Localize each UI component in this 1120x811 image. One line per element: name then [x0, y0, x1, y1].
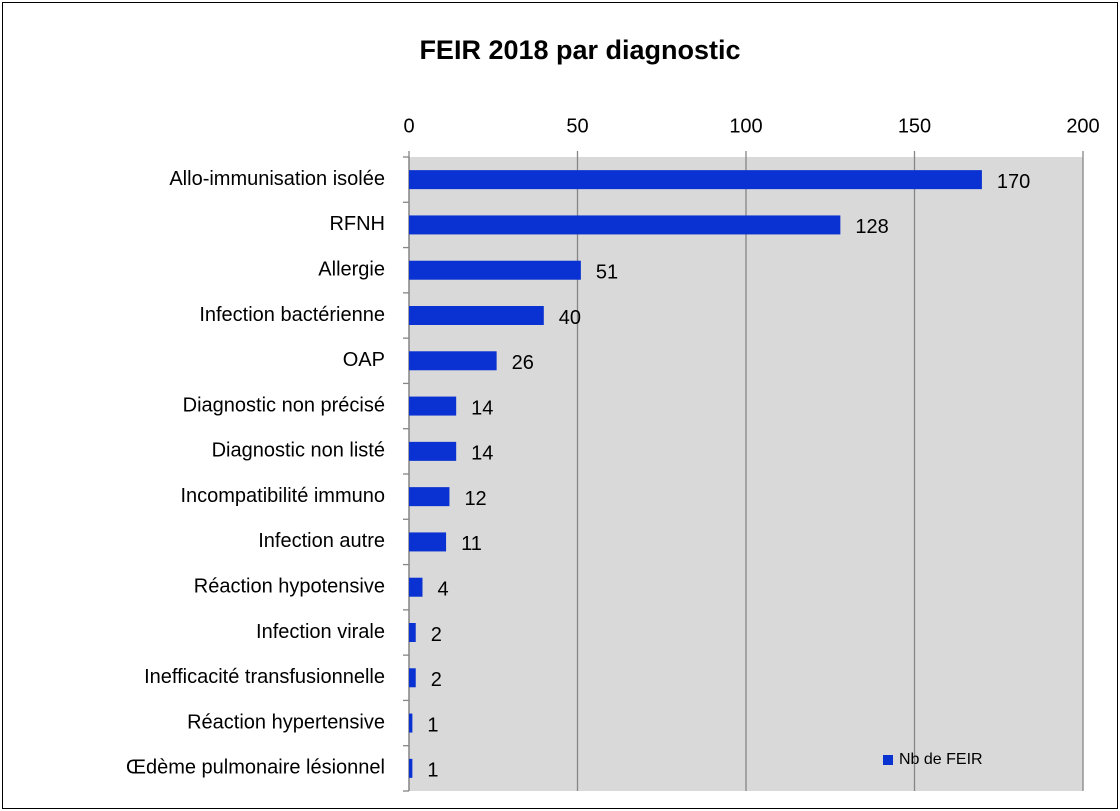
y-tick-label: RFNH — [329, 213, 385, 235]
data-label: 12 — [464, 488, 486, 510]
chart-title: FEIR 2018 par diagnostic — [419, 35, 740, 65]
y-tick-label: Allo-immunisation isolée — [169, 168, 385, 190]
bar — [409, 306, 544, 325]
y-tick-label: Infection autre — [258, 530, 385, 552]
bar — [409, 577, 423, 597]
data-label: 11 — [461, 533, 482, 555]
x-tick-label: 200 — [1066, 115, 1099, 137]
data-label: 2 — [431, 624, 442, 646]
y-tick-label: Inefficacité transfusionnelle — [144, 666, 385, 688]
y-tick-label: Infection virale — [256, 621, 385, 643]
data-label: 51 — [596, 261, 618, 283]
data-label: 26 — [512, 352, 534, 374]
data-label: 170 — [997, 171, 1030, 193]
y-tick-label: OAP — [343, 349, 385, 371]
x-tick-label: 50 — [566, 115, 588, 137]
bar — [409, 441, 457, 461]
bar — [409, 396, 457, 416]
data-label: 128 — [855, 216, 888, 238]
data-label: 2 — [431, 669, 442, 691]
bar — [409, 713, 413, 733]
data-label: 1 — [427, 714, 438, 736]
bar — [409, 532, 447, 552]
y-tick-label: Diagnostic non listé — [212, 440, 385, 462]
y-tick-label: Infection bactérienne — [199, 304, 385, 326]
bar — [409, 170, 982, 190]
data-label: 4 — [437, 578, 448, 600]
bar — [409, 351, 497, 371]
y-tick-label: Réaction hypertensive — [187, 711, 385, 733]
x-tick-label: 150 — [898, 115, 931, 137]
bar — [409, 215, 841, 235]
bar — [409, 758, 413, 778]
y-tick-label: Allergie — [318, 258, 385, 280]
bar — [409, 668, 416, 688]
y-tick-label: Incompatibilité immuno — [180, 485, 385, 507]
y-tick-label: Réaction hypotensive — [194, 575, 385, 597]
legend-label: Nb de FEIR — [899, 751, 983, 768]
x-tick-label: 0 — [403, 115, 414, 137]
data-label: 1 — [427, 760, 438, 782]
y-tick-label: Œdème pulmonaire lésionnel — [126, 757, 385, 779]
bar — [409, 487, 450, 507]
legend-swatch — [883, 755, 893, 765]
data-label: 40 — [559, 307, 581, 329]
bar — [409, 260, 581, 280]
bar — [409, 623, 416, 642]
data-label: 14 — [471, 397, 493, 419]
y-tick-label: Diagnostic non précisé — [183, 394, 385, 416]
x-tick-label: 100 — [729, 115, 762, 137]
data-label: 14 — [471, 443, 493, 465]
